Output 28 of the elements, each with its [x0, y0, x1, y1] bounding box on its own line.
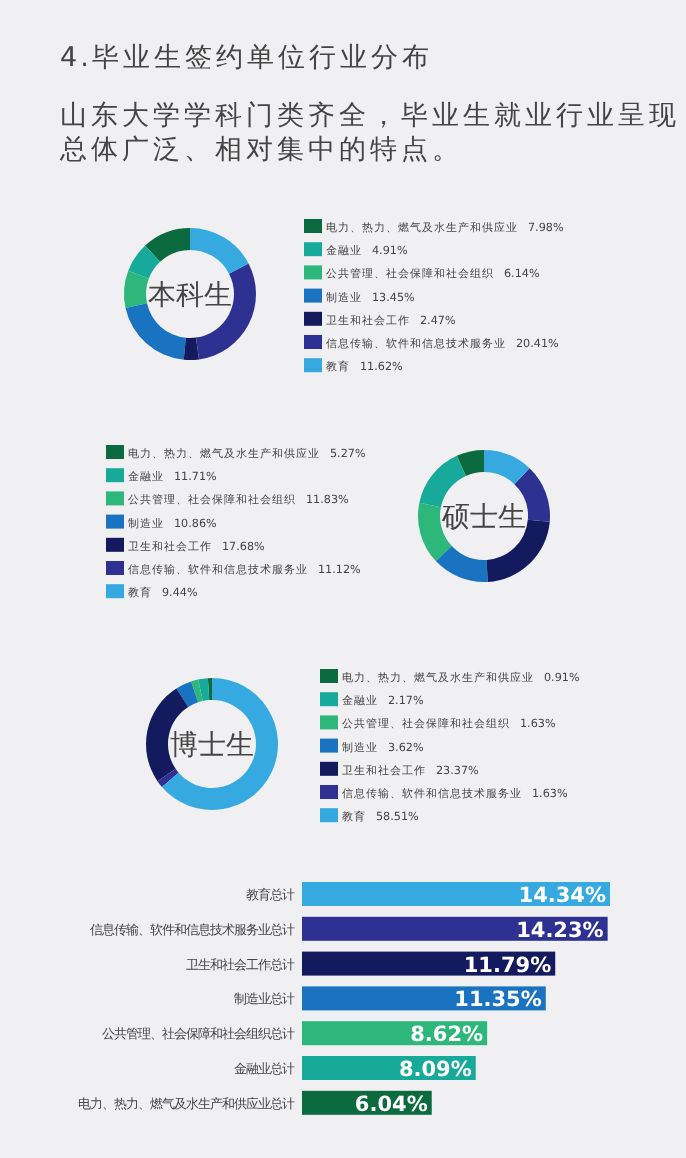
- text: 博士生: [170, 730, 254, 762]
- donut-slice: [176, 681, 199, 707]
- donut-slice: [161, 678, 278, 810]
- data-label: 8.09%: [398, 1058, 473, 1082]
- donut-slice: [145, 228, 190, 262]
- donut-slice: [435, 546, 488, 582]
- text: 4.毕业生签约单位行业分布: [60, 42, 433, 74]
- data-label: 8.62%: [410, 1023, 485, 1048]
- donut-slice: [124, 270, 149, 309]
- donut-slice: [419, 455, 466, 508]
- text: 山东大学学科门类齐全，毕业生就业行业呈现总体广泛、相对集中的特点。: [58, 100, 680, 166]
- data-label: 11.79%: [463, 953, 553, 978]
- data-label: 6.04%: [354, 1092, 429, 1117]
- data-label: 14.34%: [518, 884, 607, 908]
- donut-slice: [128, 245, 161, 279]
- donut-slice: [183, 337, 200, 360]
- donut-slice: [157, 768, 179, 787]
- donut-slice: [456, 450, 484, 476]
- bar: [302, 916, 608, 941]
- donut-slice: [190, 228, 249, 274]
- text: 硕士生: [440, 502, 526, 534]
- donut-slice: [191, 679, 203, 703]
- text: 本科生: [148, 280, 232, 312]
- donut-slice: [484, 450, 530, 485]
- data-label: 11.35%: [454, 988, 543, 1013]
- data-label: 14.23%: [516, 918, 605, 943]
- donut-slice: [198, 678, 210, 701]
- bar: [302, 882, 610, 906]
